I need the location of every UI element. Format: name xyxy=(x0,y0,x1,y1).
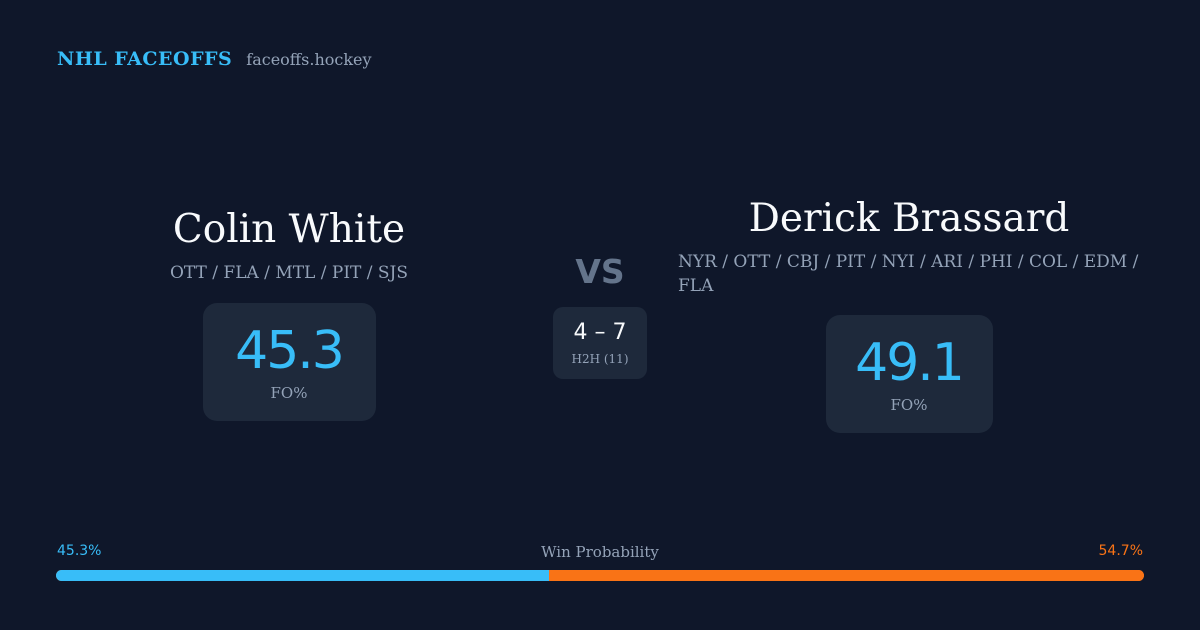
win-probability-left-label: 45.3% xyxy=(57,543,102,559)
vs-label: VS xyxy=(575,252,625,291)
player-right-fo-label: FO% xyxy=(890,396,928,414)
win-probability-title: Win Probability xyxy=(541,543,659,561)
player-left-fo-value: 45.3 xyxy=(235,321,345,381)
win-probability-right-fill xyxy=(548,570,1144,581)
win-probability-bar xyxy=(56,570,1144,581)
win-probability-right-label: 54.7% xyxy=(1098,543,1143,559)
player-right-fo-value: 49.1 xyxy=(855,333,965,393)
player-left-name: Colin White xyxy=(172,207,406,252)
h2h-label: H2H (11) xyxy=(571,352,629,366)
brand-domain: faceoffs.hockey xyxy=(246,50,372,69)
win-probability-left-fill xyxy=(56,570,549,581)
player-left-fo-label: FO% xyxy=(270,384,308,402)
player-right-card: Derick Brassard NYR / OTT / CBJ / PIT / … xyxy=(678,194,1140,433)
player-left-fo-box: 45.3 FO% xyxy=(202,303,376,421)
win-probability-header: 45.3% Win Probability 54.7% xyxy=(57,543,1143,563)
brand: NHL FACEOFFS faceoffs.hockey xyxy=(57,48,372,70)
player-left-teams: OTT / FLA / MTL / PIT / SJS xyxy=(169,263,409,283)
h2h-score: 4 – 7 xyxy=(573,320,627,345)
h2h-box: 4 – 7 H2H (11) xyxy=(553,307,647,379)
player-right-teams: NYR / OTT / CBJ / PIT / NYI / ARI / PHI … xyxy=(678,252,1139,296)
player-left-card: Colin White OTT / FLA / MTL / PIT / SJS … xyxy=(90,205,488,421)
player-right-fo-box: 49.1 FO% xyxy=(825,315,993,433)
player-right-name: Derick Brassard xyxy=(748,196,1070,241)
brand-name: NHL FACEOFFS xyxy=(57,48,233,70)
